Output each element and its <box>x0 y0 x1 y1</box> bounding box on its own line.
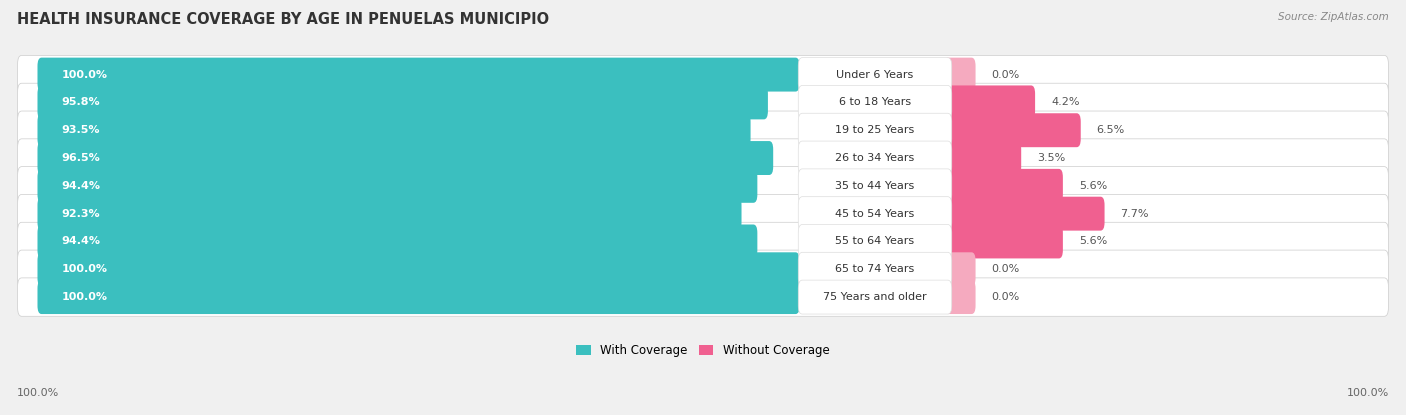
FancyBboxPatch shape <box>943 169 1063 203</box>
Text: 100.0%: 100.0% <box>62 70 107 80</box>
Legend: With Coverage, Without Coverage: With Coverage, Without Coverage <box>572 339 834 361</box>
Text: HEALTH INSURANCE COVERAGE BY AGE IN PENUELAS MUNICIPIO: HEALTH INSURANCE COVERAGE BY AGE IN PENU… <box>17 12 548 27</box>
FancyBboxPatch shape <box>943 197 1105 231</box>
Text: 100.0%: 100.0% <box>62 264 107 274</box>
Text: 100.0%: 100.0% <box>17 388 59 398</box>
FancyBboxPatch shape <box>799 58 952 92</box>
Text: 65 to 74 Years: 65 to 74 Years <box>835 264 915 274</box>
FancyBboxPatch shape <box>799 169 952 203</box>
FancyBboxPatch shape <box>943 58 976 92</box>
FancyBboxPatch shape <box>18 56 1388 94</box>
FancyBboxPatch shape <box>799 225 952 259</box>
FancyBboxPatch shape <box>18 278 1388 316</box>
FancyBboxPatch shape <box>18 195 1388 233</box>
FancyBboxPatch shape <box>18 111 1388 149</box>
FancyBboxPatch shape <box>943 113 1081 147</box>
FancyBboxPatch shape <box>799 85 952 120</box>
Text: 3.5%: 3.5% <box>1038 153 1066 163</box>
Text: 6 to 18 Years: 6 to 18 Years <box>839 98 911 107</box>
FancyBboxPatch shape <box>38 113 751 147</box>
Text: 92.3%: 92.3% <box>62 209 100 219</box>
FancyBboxPatch shape <box>943 141 1021 175</box>
Text: 35 to 44 Years: 35 to 44 Years <box>835 181 915 191</box>
FancyBboxPatch shape <box>18 167 1388 205</box>
Text: 0.0%: 0.0% <box>991 264 1019 274</box>
Text: 94.4%: 94.4% <box>62 237 100 247</box>
FancyBboxPatch shape <box>38 252 800 286</box>
FancyBboxPatch shape <box>38 280 800 314</box>
Text: 100.0%: 100.0% <box>1347 388 1389 398</box>
Text: 7.7%: 7.7% <box>1121 209 1149 219</box>
Text: 26 to 34 Years: 26 to 34 Years <box>835 153 915 163</box>
Text: 100.0%: 100.0% <box>62 292 107 302</box>
FancyBboxPatch shape <box>943 252 976 286</box>
Text: 6.5%: 6.5% <box>1097 125 1125 135</box>
FancyBboxPatch shape <box>38 85 768 120</box>
Text: 55 to 64 Years: 55 to 64 Years <box>835 237 914 247</box>
FancyBboxPatch shape <box>799 197 952 231</box>
FancyBboxPatch shape <box>38 169 758 203</box>
Text: 4.2%: 4.2% <box>1050 98 1080 107</box>
Text: 5.6%: 5.6% <box>1078 181 1107 191</box>
Text: 96.5%: 96.5% <box>62 153 100 163</box>
FancyBboxPatch shape <box>38 225 758 259</box>
Text: 45 to 54 Years: 45 to 54 Years <box>835 209 915 219</box>
Text: Under 6 Years: Under 6 Years <box>837 70 914 80</box>
FancyBboxPatch shape <box>38 58 800 92</box>
Text: 95.8%: 95.8% <box>62 98 100 107</box>
Text: 93.5%: 93.5% <box>62 125 100 135</box>
Text: 19 to 25 Years: 19 to 25 Years <box>835 125 915 135</box>
Text: 94.4%: 94.4% <box>62 181 100 191</box>
Text: 75 Years and older: 75 Years and older <box>823 292 927 302</box>
FancyBboxPatch shape <box>18 83 1388 122</box>
FancyBboxPatch shape <box>943 225 1063 259</box>
FancyBboxPatch shape <box>799 252 952 286</box>
Text: 0.0%: 0.0% <box>991 70 1019 80</box>
FancyBboxPatch shape <box>38 141 773 175</box>
FancyBboxPatch shape <box>18 222 1388 261</box>
FancyBboxPatch shape <box>18 250 1388 288</box>
FancyBboxPatch shape <box>943 280 976 314</box>
FancyBboxPatch shape <box>799 280 952 314</box>
Text: 5.6%: 5.6% <box>1078 237 1107 247</box>
FancyBboxPatch shape <box>18 139 1388 177</box>
Text: 0.0%: 0.0% <box>991 292 1019 302</box>
FancyBboxPatch shape <box>38 197 741 231</box>
FancyBboxPatch shape <box>799 141 952 175</box>
FancyBboxPatch shape <box>799 113 952 147</box>
FancyBboxPatch shape <box>943 85 1035 120</box>
Text: Source: ZipAtlas.com: Source: ZipAtlas.com <box>1278 12 1389 22</box>
